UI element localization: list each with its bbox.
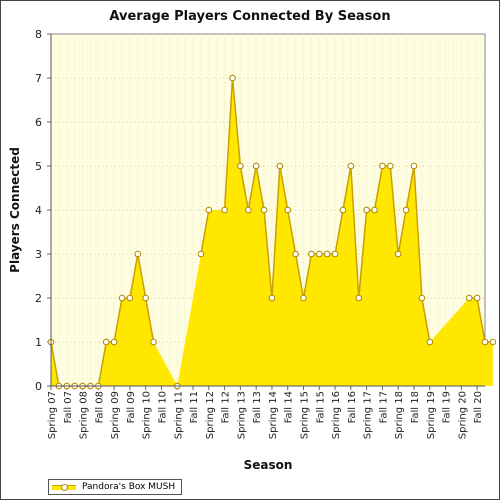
data-point [284, 206, 292, 214]
x-tick-label: Spring 18 [394, 391, 405, 439]
data-point [150, 338, 157, 346]
x-tick-label: Fall 14 [284, 391, 295, 423]
data-point [308, 250, 315, 258]
x-tick-label: Spring 13 [236, 391, 247, 439]
data-point [252, 162, 260, 170]
series-line [469, 297, 493, 343]
series-line [200, 209, 210, 255]
data-point [465, 294, 473, 302]
data-point [126, 294, 134, 302]
x-axis-title: Season [244, 458, 293, 472]
data-point [205, 206, 213, 214]
x-tick-label: Spring 09 [110, 391, 121, 439]
data-point [418, 294, 426, 302]
data-point [229, 74, 236, 82]
x-tick-label: Fall 13 [252, 391, 263, 423]
x-tick-label: Fall 16 [347, 391, 358, 423]
x-tick-label: Fall 18 [410, 391, 421, 423]
data-point [260, 206, 268, 214]
x-tick-label: Spring 10 [142, 391, 153, 439]
x-tick-label: Spring 16 [331, 391, 342, 439]
data-point [394, 250, 402, 258]
data-point [363, 206, 370, 214]
y-tick-label: 0 [35, 380, 42, 393]
y-tick-label: 4 [35, 204, 42, 217]
legend-swatch [52, 483, 76, 492]
x-tick-label: Fall 11 [189, 391, 200, 423]
y-tick-label: 7 [35, 72, 42, 85]
x-tick-label: Spring 15 [300, 391, 311, 439]
data-point [134, 250, 142, 258]
data-point [221, 206, 228, 214]
x-tick-label: Fall 20 [473, 391, 484, 423]
data-point [489, 338, 497, 346]
y-tick-label: 5 [35, 160, 42, 173]
data-point [268, 294, 276, 302]
y-tick-label: 2 [35, 292, 42, 305]
x-tick-label: Spring 07 [47, 391, 58, 439]
x-tick-label: Fall 09 [126, 391, 137, 423]
legend: Pandora's Box MUSH [48, 479, 183, 495]
data-point [371, 206, 378, 214]
data-point [142, 294, 149, 302]
y-tick-label: 1 [35, 336, 42, 349]
y-tick-label: 3 [35, 248, 42, 261]
x-tick-label: Fall 07 [63, 391, 74, 423]
data-point [355, 294, 363, 302]
series-area [51, 78, 493, 386]
data-point [292, 250, 299, 258]
x-tick-label: Spring 17 [363, 391, 374, 439]
x-tick-label: Fall 08 [94, 391, 105, 423]
x-tick-label: Fall 10 [157, 391, 168, 423]
data-point [410, 162, 418, 170]
data-point [300, 294, 307, 302]
data-point [379, 162, 386, 170]
data-point [315, 250, 323, 258]
x-tick-label: Fall 19 [442, 391, 453, 423]
data-point [331, 250, 339, 258]
y-tick-label: 6 [35, 116, 42, 129]
y-axis-title: Players Connected [8, 147, 22, 273]
x-tick-label: Fall 15 [315, 391, 326, 423]
x-tick-label: Spring 19 [426, 391, 437, 439]
data-point [402, 206, 410, 214]
chart-title: Average Players Connected By Season [109, 9, 391, 24]
data-point [339, 206, 347, 214]
data-point [347, 162, 355, 170]
x-tick-label: Spring 14 [268, 391, 279, 439]
data-point [118, 294, 126, 302]
data-point [244, 206, 252, 214]
data-point [102, 338, 110, 346]
data-point [387, 162, 394, 170]
x-tick-label: Spring 08 [79, 391, 90, 439]
x-tick-label: Spring 20 [457, 391, 468, 439]
data-point [426, 338, 434, 346]
data-point [276, 162, 284, 170]
x-tick-label: Spring 11 [173, 391, 184, 439]
data-point [481, 338, 489, 346]
data-point [237, 162, 244, 170]
x-tick-label: Fall 17 [378, 391, 389, 423]
data-point [473, 294, 481, 302]
data-point [110, 338, 118, 346]
legend-label: Pandora's Box MUSH [82, 482, 176, 492]
x-tick-label: Fall 12 [221, 391, 232, 423]
data-point [323, 250, 331, 258]
data-point [197, 250, 205, 258]
x-tick-label: Spring 12 [205, 391, 216, 439]
y-tick-label: 8 [35, 28, 42, 41]
